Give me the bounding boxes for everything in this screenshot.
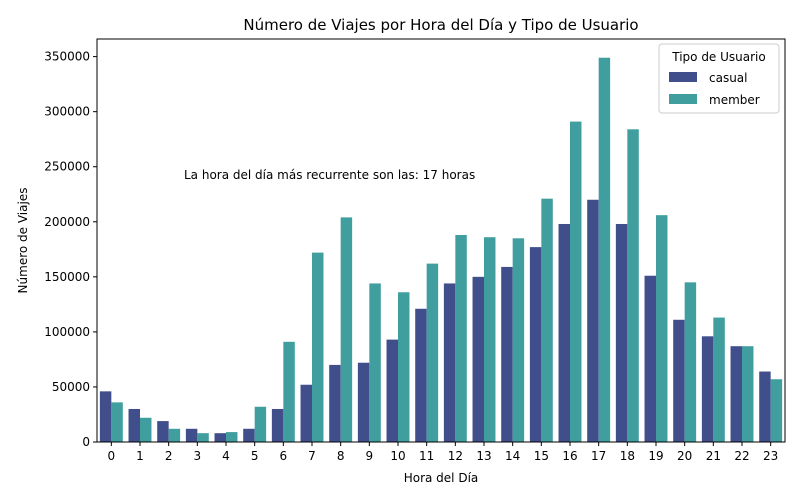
x-tick-label: 6 — [280, 449, 288, 463]
bar-casual-12 — [443, 283, 456, 442]
bar-casual-23 — [759, 371, 771, 442]
y-tick-label: 0 — [82, 435, 90, 449]
x-tick-label: 5 — [251, 449, 259, 463]
x-tick-label: 9 — [366, 449, 374, 463]
x-tick-label: 23 — [763, 449, 778, 463]
bar-member-16 — [570, 121, 582, 442]
bar-member-5 — [254, 406, 267, 442]
bar-casual-16 — [558, 223, 570, 442]
bar-member-17 — [598, 57, 611, 442]
bar-member-20 — [684, 282, 697, 442]
bar-member-9 — [369, 283, 381, 442]
bar-casual-10 — [386, 339, 398, 442]
bar-casual-19 — [644, 275, 656, 442]
x-tick-label: 12 — [448, 449, 463, 463]
bar-casual-4 — [214, 433, 226, 442]
x-tick-label: 17 — [591, 449, 606, 463]
x-tick-label: 2 — [165, 449, 173, 463]
bar-casual-3 — [185, 428, 198, 442]
bar-member-6 — [283, 341, 295, 442]
x-tick-label: 11 — [419, 449, 434, 463]
bar-casual-2 — [157, 421, 169, 442]
bar-member-2 — [168, 428, 181, 442]
annotation-text: La hora del día más recurrente son las: … — [184, 168, 475, 182]
y-axis-label: Número de Viajes — [16, 188, 30, 294]
bar-casual-9 — [357, 362, 370, 442]
bar-casual-17 — [587, 199, 599, 442]
bar-casual-1 — [128, 408, 140, 442]
x-tick-label: 10 — [390, 449, 405, 463]
bar-member-10 — [398, 292, 410, 442]
x-tick-label: 18 — [620, 449, 635, 463]
bar-member-21 — [713, 317, 725, 442]
bar-casual-21 — [701, 336, 714, 442]
x-tick-label: 4 — [222, 449, 230, 463]
bar-casual-18 — [615, 223, 628, 442]
x-tick-label: 15 — [534, 449, 549, 463]
bars-group — [99, 57, 783, 443]
x-tick-label: 16 — [562, 449, 577, 463]
y-tick-label: 50000 — [52, 380, 90, 394]
bar-casual-11 — [415, 308, 427, 442]
y-tick-label: 100000 — [44, 325, 90, 339]
bar-casual-15 — [529, 247, 542, 442]
bar-member-8 — [340, 217, 353, 442]
y-tick-label: 350000 — [44, 50, 90, 64]
legend-title: Tipo de Usuario — [671, 50, 766, 64]
y-ticks-group: 0 50000 100000 150000 200000 250000 300000 3500… — [44, 50, 97, 449]
bar-member-22 — [742, 346, 754, 442]
legend-label-member: member — [709, 93, 760, 107]
bar-member-3 — [197, 433, 209, 442]
y-tick-label: 200000 — [44, 215, 90, 229]
y-tick-label: 300000 — [44, 105, 90, 119]
bar-casual-14 — [501, 266, 513, 442]
x-axis-label: Hora del Día — [404, 471, 479, 485]
x-tick-label: 14 — [505, 449, 520, 463]
y-tick-label: 250000 — [44, 160, 90, 174]
x-tick-label: 0 — [108, 449, 116, 463]
bar-member-11 — [426, 263, 439, 442]
bar-member-13 — [484, 237, 496, 442]
bar-casual-13 — [472, 276, 484, 442]
y-tick-label: 150000 — [44, 270, 90, 284]
bar-casual-7 — [300, 384, 312, 442]
bar-member-0 — [111, 402, 123, 442]
bar-member-14 — [512, 238, 525, 442]
x-tick-label: 8 — [337, 449, 345, 463]
bar-member-18 — [627, 129, 639, 443]
legend-swatch-member — [669, 94, 697, 104]
bar-member-12 — [455, 234, 467, 442]
legend-swatch-casual — [669, 72, 697, 82]
x-tick-label: 13 — [476, 449, 491, 463]
x-tick-label: 20 — [677, 449, 692, 463]
x-tick-label: 19 — [648, 449, 663, 463]
plot-frame — [96, 38, 786, 443]
legend: Tipo de Usuario casual member — [658, 43, 780, 114]
bar-member-19 — [656, 215, 668, 442]
bar-member-4 — [226, 432, 238, 442]
legend-label-casual: casual — [709, 71, 748, 85]
bar-casual-20 — [673, 319, 685, 442]
bar-casual-6 — [271, 408, 284, 442]
bar-casual-8 — [329, 364, 341, 442]
x-tick-label: 21 — [706, 449, 721, 463]
bar-member-1 — [140, 417, 152, 442]
x-tick-label: 22 — [734, 449, 749, 463]
bar-casual-0 — [99, 391, 112, 442]
bar-member-7 — [312, 252, 324, 442]
chart-title: Número de Viajes por Hora del Día y Tipo… — [243, 16, 638, 34]
x-tick-label: 7 — [308, 449, 316, 463]
bar-member-15 — [541, 198, 553, 442]
x-tick-label: 1 — [136, 449, 144, 463]
bar-member-23 — [770, 379, 783, 442]
x-tick-label: 3 — [194, 449, 202, 463]
x-ticks-group: 0 1 2 3 4 5 6 7 8 9 10 11 12 13 14 15 16 17 18 19 20 21 22 23 — [108, 442, 778, 463]
bar-casual-22 — [730, 346, 742, 442]
bar-casual-5 — [243, 428, 255, 442]
